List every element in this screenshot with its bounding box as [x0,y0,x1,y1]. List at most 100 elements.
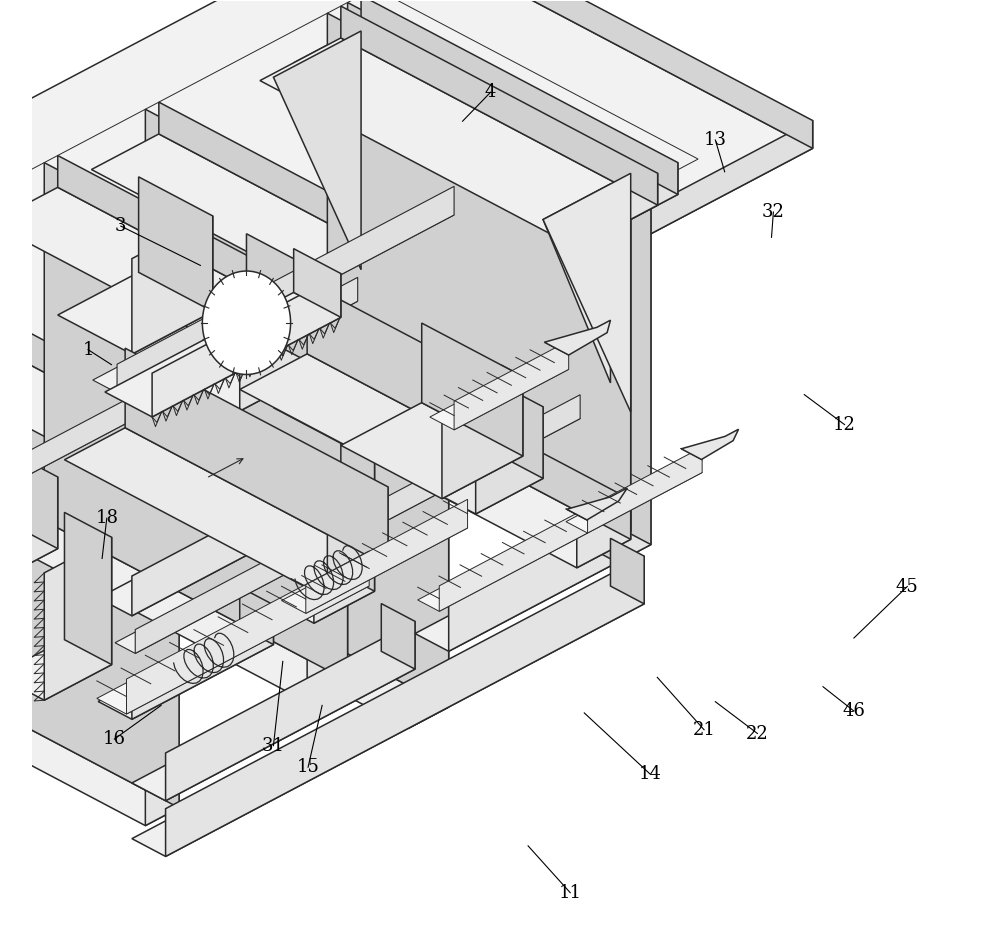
Polygon shape [71,417,294,534]
Polygon shape [240,484,273,541]
Polygon shape [0,187,375,390]
Polygon shape [418,522,588,611]
Polygon shape [294,249,341,317]
Text: 21: 21 [693,721,716,739]
Polygon shape [408,269,476,337]
Polygon shape [341,403,523,499]
Polygon shape [166,622,415,801]
Polygon shape [240,354,543,514]
Polygon shape [64,513,112,665]
Text: 12: 12 [833,416,856,434]
Polygon shape [260,38,658,248]
Polygon shape [0,639,112,700]
Polygon shape [44,162,348,681]
Polygon shape [280,574,375,623]
Polygon shape [172,120,813,486]
Polygon shape [476,407,543,514]
Polygon shape [98,627,273,719]
Polygon shape [0,477,58,584]
Polygon shape [327,487,388,598]
Text: 46: 46 [842,702,865,720]
Polygon shape [341,430,375,487]
Polygon shape [97,570,369,714]
Text: 13: 13 [704,131,727,149]
Polygon shape [132,586,644,856]
Polygon shape [422,323,523,456]
Text: 15: 15 [297,758,320,777]
Polygon shape [0,277,358,536]
Polygon shape [93,202,454,393]
Polygon shape [543,174,631,412]
Polygon shape [577,500,631,568]
Polygon shape [307,384,651,566]
Polygon shape [166,330,321,411]
Text: 18: 18 [95,509,118,527]
Text: 14: 14 [638,764,661,783]
Polygon shape [240,587,273,644]
Polygon shape [449,515,617,652]
Polygon shape [361,0,678,194]
Polygon shape [314,551,375,623]
Polygon shape [172,423,294,534]
Text: 22: 22 [746,725,769,743]
Polygon shape [610,162,651,566]
Polygon shape [135,394,580,654]
Polygon shape [544,320,610,355]
Polygon shape [0,290,358,536]
Polygon shape [105,546,449,729]
Text: 11: 11 [559,884,582,901]
Polygon shape [125,348,388,566]
Polygon shape [0,531,58,584]
Text: 31: 31 [262,737,285,755]
Polygon shape [307,323,375,390]
Polygon shape [681,429,739,459]
Polygon shape [0,273,206,457]
Polygon shape [566,461,702,533]
Polygon shape [381,604,415,670]
Polygon shape [166,556,644,856]
Polygon shape [91,134,476,337]
Polygon shape [415,545,617,652]
Polygon shape [152,273,341,417]
Text: 3: 3 [115,217,127,235]
Polygon shape [132,605,273,719]
Polygon shape [24,459,58,548]
Polygon shape [58,156,375,355]
Polygon shape [442,377,523,499]
Polygon shape [341,533,375,592]
Text: 45: 45 [896,577,919,595]
Polygon shape [246,234,321,368]
Polygon shape [314,448,375,520]
Polygon shape [0,0,813,486]
Polygon shape [193,369,294,470]
Polygon shape [543,184,610,383]
Polygon shape [126,551,369,714]
Polygon shape [117,186,454,393]
Polygon shape [610,538,644,604]
Polygon shape [454,341,569,430]
Polygon shape [105,292,341,417]
Ellipse shape [202,271,291,375]
Polygon shape [0,670,179,825]
Polygon shape [280,470,375,520]
Text: 32: 32 [762,203,785,221]
Polygon shape [282,516,468,613]
Polygon shape [577,174,658,248]
Polygon shape [132,501,273,616]
Polygon shape [610,162,678,230]
Polygon shape [145,426,206,490]
Polygon shape [145,426,179,825]
Polygon shape [584,497,617,562]
Text: 16: 16 [103,731,126,748]
Polygon shape [159,102,476,301]
Polygon shape [273,371,631,560]
Polygon shape [132,652,415,801]
Polygon shape [64,428,388,598]
Polygon shape [307,323,348,702]
Polygon shape [0,287,179,808]
Polygon shape [240,273,321,411]
Polygon shape [327,13,631,531]
Polygon shape [0,305,206,490]
Polygon shape [588,447,702,533]
Polygon shape [306,500,468,613]
